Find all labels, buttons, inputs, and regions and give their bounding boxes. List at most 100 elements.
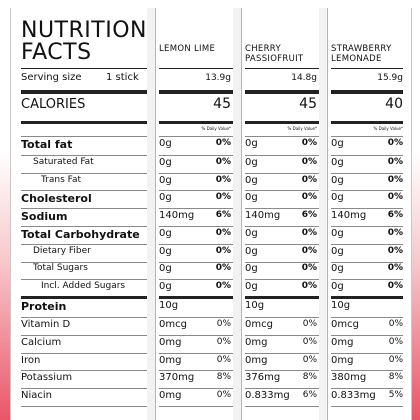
nutrient-daily-value: 0% <box>301 263 317 273</box>
divider <box>159 388 233 389</box>
nutrient-amount: 140mg <box>331 210 367 221</box>
nutrient-amount: 10g <box>245 300 265 311</box>
divider <box>245 317 319 318</box>
nutrient-amount: 0g <box>331 138 344 149</box>
divider <box>21 208 147 209</box>
nutrient-label: Potassium <box>21 372 73 383</box>
nutrient-daily-value: 0% <box>215 246 231 256</box>
divider <box>245 244 319 245</box>
nutrient-amount: 0g <box>159 192 172 203</box>
nutrient-amount: 140mg <box>245 210 281 221</box>
nutrient-amount: 0g <box>159 281 172 292</box>
serving-size-label: Serving size <box>21 72 82 83</box>
column-gutter <box>147 8 155 420</box>
divider <box>331 370 403 371</box>
nutrient-daily-value: 0% <box>387 157 403 167</box>
nutrient-amount: 10g <box>159 300 179 311</box>
divider <box>21 226 147 227</box>
nutrient-label: Saturated Fat <box>33 157 94 167</box>
daily-value-label: % Daily Value* <box>201 126 231 131</box>
column-separator <box>155 8 156 420</box>
product-weight: 14.8g <box>291 73 317 83</box>
divider <box>331 68 403 69</box>
nutrient-label: Niacin <box>21 390 53 401</box>
divider <box>245 173 319 174</box>
nutrient-amount: 0g <box>331 246 344 257</box>
nutrient-amount: 0g <box>245 138 258 149</box>
divider <box>331 353 403 354</box>
divider <box>331 388 403 389</box>
divider-thick <box>159 90 233 94</box>
nutrient-amount: 140mg <box>159 210 195 221</box>
nutrient-daily-value: 0% <box>301 192 317 202</box>
divider <box>159 208 233 209</box>
nutrient-amount: 0mg <box>159 355 182 366</box>
divider <box>159 353 233 354</box>
divider-thick <box>245 121 319 124</box>
divider-thick <box>331 90 403 94</box>
nutrient-daily-value: 0% <box>215 138 231 148</box>
nutrient-amount: 0g <box>331 157 344 168</box>
divider <box>331 262 403 263</box>
nutrient-amount: 0g <box>159 246 172 257</box>
divider <box>21 190 147 191</box>
divider <box>159 68 233 69</box>
nutrient-daily-value: 0% <box>301 138 317 148</box>
divider <box>159 317 233 318</box>
serving-size-value: 1 stick <box>106 72 139 83</box>
nutrient-daily-value: 0% <box>387 246 403 256</box>
product-weight: 15.9g <box>377 73 403 83</box>
divider <box>245 388 319 389</box>
nutrient-label: Cholesterol <box>21 192 92 205</box>
nutrient-amount: 0g <box>245 246 258 257</box>
product-name: LEMON LIME <box>159 44 216 54</box>
nutrient-amount: 0g <box>159 228 172 239</box>
divider <box>21 155 147 156</box>
nutrient-amount: 0g <box>245 228 258 239</box>
nutrient-amount: 0mg <box>245 355 268 366</box>
nutrient-daily-value: 0% <box>216 355 231 365</box>
divider <box>21 388 147 389</box>
nutrient-amount: 0g <box>331 175 344 186</box>
title-line-2: FACTS <box>21 40 92 65</box>
nutrient-daily-value: 0% <box>301 281 317 291</box>
product-name: STRAWBERRY LEMONADE <box>331 44 392 64</box>
nutrient-daily-value: 8% <box>216 372 231 382</box>
nutrient-daily-value: 0% <box>302 355 317 365</box>
nutrient-daily-value: 6% <box>301 210 317 220</box>
divider <box>21 406 147 407</box>
divider <box>21 173 147 174</box>
nutrient-amount: 0g <box>159 138 172 149</box>
divider <box>331 208 403 209</box>
divider <box>21 317 147 318</box>
nutrient-daily-value: 6% <box>302 390 317 400</box>
nutrient-label: Total fat <box>21 138 73 151</box>
nutrient-daily-value: 0% <box>215 263 231 273</box>
nutrient-amount: 0g <box>331 192 344 203</box>
divider <box>159 244 233 245</box>
nutrient-daily-value: 0% <box>301 228 317 238</box>
divider <box>245 353 319 354</box>
divider <box>21 335 147 336</box>
nutrient-daily-value: 0% <box>387 281 403 291</box>
nutrient-label: Total Sugars <box>33 263 88 273</box>
nutrient-daily-value: 0% <box>215 157 231 167</box>
nutrient-daily-value: 0% <box>302 319 317 329</box>
divider <box>331 335 403 336</box>
nutrient-amount: 0.833mg <box>245 390 290 401</box>
divider-thick <box>331 121 403 124</box>
divider <box>159 262 233 263</box>
nutrient-label: Sodium <box>21 210 68 223</box>
divider-thick <box>245 90 319 94</box>
divider <box>159 226 233 227</box>
divider <box>245 370 319 371</box>
divider <box>159 155 233 156</box>
divider <box>331 244 403 245</box>
daily-value-label: % Daily Value* <box>287 126 317 131</box>
nutrient-amount: 0g <box>159 263 172 274</box>
divider-thick <box>159 121 233 124</box>
divider <box>159 296 233 299</box>
nutrient-amount: 0mg <box>159 390 182 401</box>
divider <box>245 406 319 407</box>
nutrient-daily-value: 0% <box>216 337 231 347</box>
